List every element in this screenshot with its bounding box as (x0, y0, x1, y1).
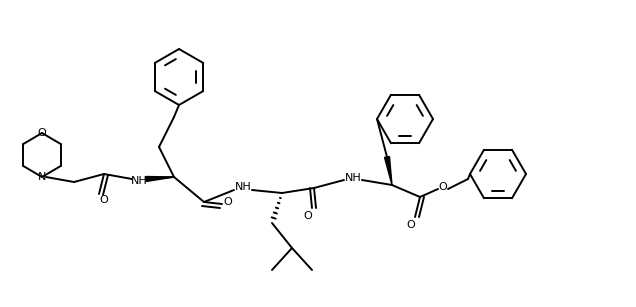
Text: N: N (38, 172, 46, 182)
Text: NH: NH (345, 173, 361, 183)
Polygon shape (146, 177, 174, 181)
Text: NH: NH (130, 176, 148, 186)
Text: O: O (100, 195, 108, 205)
Text: O: O (406, 220, 415, 230)
Polygon shape (385, 157, 392, 185)
Text: O: O (439, 182, 447, 192)
Text: O: O (38, 128, 46, 138)
Text: NH: NH (235, 182, 251, 192)
Text: O: O (224, 197, 232, 207)
Text: O: O (303, 211, 312, 221)
